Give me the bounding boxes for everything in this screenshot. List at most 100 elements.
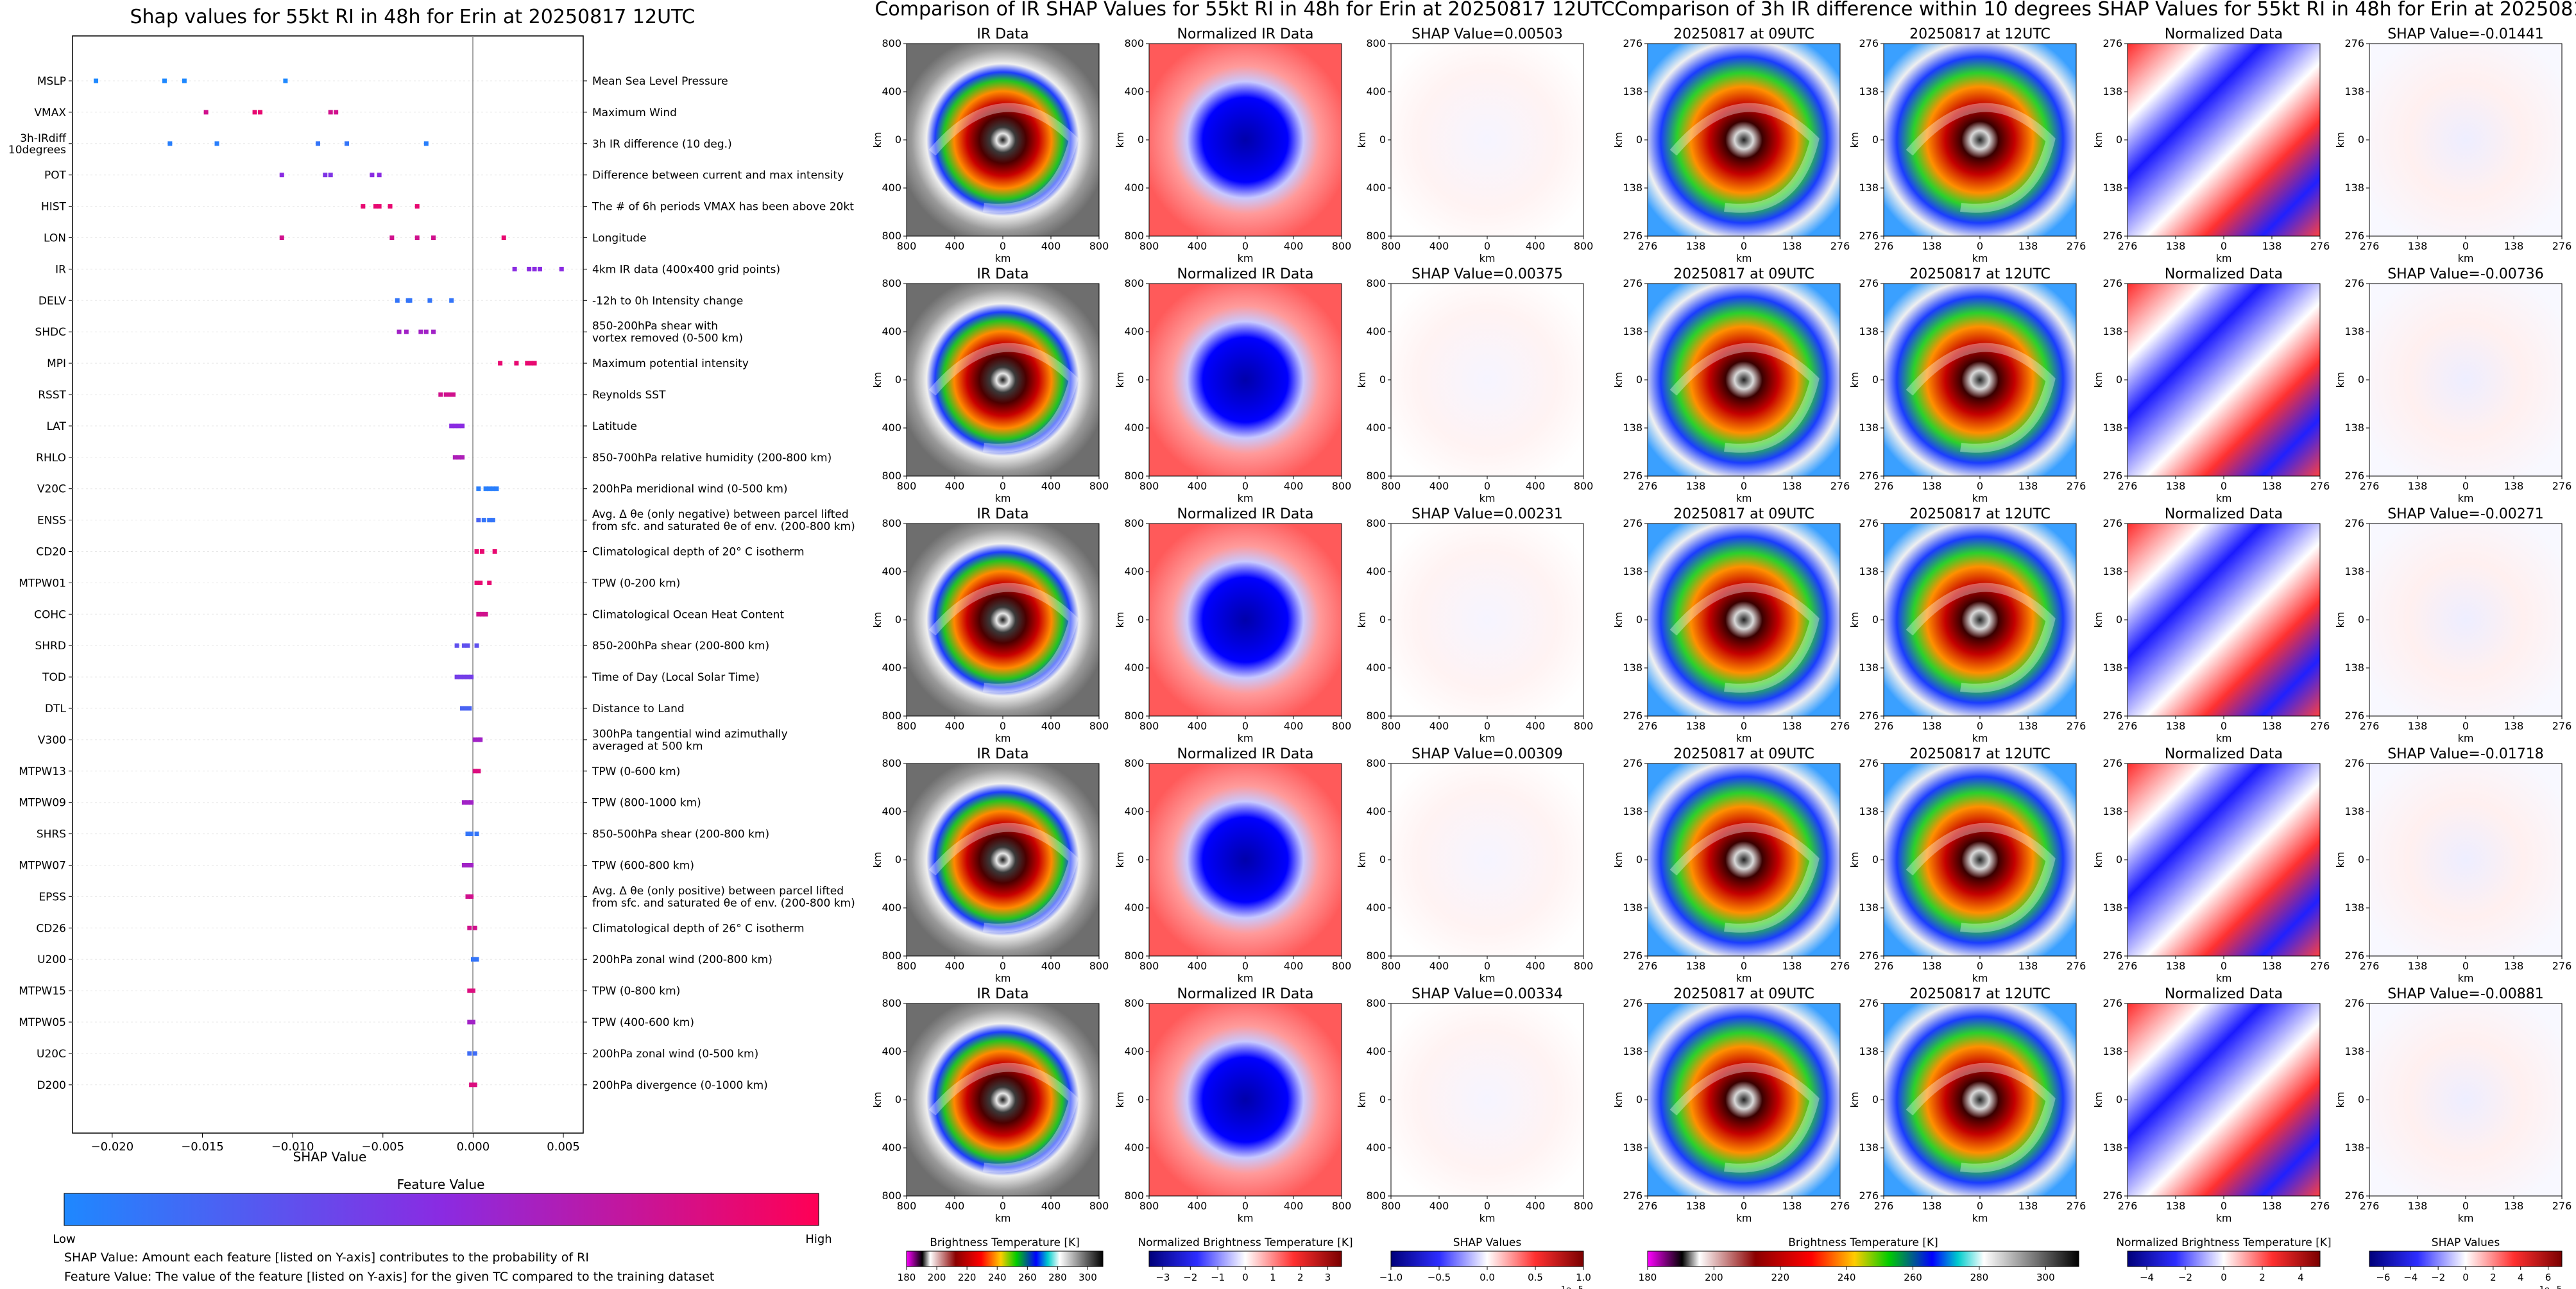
panel-y-tick-label: 0 <box>1872 613 1879 626</box>
panel-image <box>2369 764 2562 956</box>
note-feature-value: Feature Value: The value of the feature … <box>64 1270 714 1284</box>
panel-y-tick-label: 800 <box>882 277 901 289</box>
panel-x-tick-label: 138 <box>1782 720 1802 732</box>
panel-title: IR Data <box>977 266 1028 282</box>
panel-y-tick-label: 276 <box>1859 517 1879 529</box>
image-panel: 20250817 at 12UTC27627613813800138138276… <box>1848 986 2086 1224</box>
colorbar <box>2127 1251 2321 1267</box>
panel-x-tick-label: 400 <box>945 720 965 732</box>
panel-x-tick-label: 138 <box>1686 960 1706 972</box>
colorbar <box>2369 1251 2563 1267</box>
panel-y-tick-label: 0 <box>1379 133 1386 146</box>
shap-point <box>474 549 479 554</box>
panel-y-tick-label: 138 <box>2103 182 2122 194</box>
panel-x-tick-label: 0 <box>1977 960 1983 972</box>
shap-point <box>467 1020 472 1025</box>
panel-y-tick-label: 138 <box>2103 662 2122 674</box>
shap-point <box>389 235 395 240</box>
panel-title: 20250817 at 12UTC <box>1909 986 2051 1002</box>
panel-y-tick-label: 138 <box>2103 565 2122 577</box>
shap-point <box>490 518 495 523</box>
feature-code-label: VMAX <box>34 107 66 119</box>
shap-point <box>345 141 350 146</box>
feature-colorbar-title: Feature Value <box>397 1177 485 1192</box>
panel-x-tick-label: 276 <box>2067 1200 2086 1212</box>
shap-point <box>431 235 436 240</box>
panel-y-tick-label: 138 <box>2103 85 2122 98</box>
colorbar-tick-label: 280 <box>1048 1272 1067 1283</box>
shap-x-tick-label: −0.005 <box>361 1140 404 1154</box>
panel-y-tick-label: 800 <box>1124 470 1144 482</box>
shap-point <box>469 674 474 679</box>
shap-point <box>469 832 474 837</box>
colorbar-tick-label: 220 <box>958 1272 977 1283</box>
panel-y-tick-label: 400 <box>1366 1141 1386 1154</box>
feature-code-label: V20C <box>37 483 66 496</box>
panel-y-tick-label: 138 <box>2103 805 2122 817</box>
shap-x-tick-label: −0.020 <box>91 1140 134 1154</box>
shap-point <box>494 486 499 491</box>
spiral-band <box>928 103 1079 213</box>
panel-x-tick-label: 800 <box>1089 1200 1109 1212</box>
panel-y-tick-label: 276 <box>2103 230 2122 242</box>
panel-y-label: km <box>1848 852 1861 868</box>
panel-y-tick-label: 138 <box>1859 182 1879 194</box>
panel-y-tick-label: 138 <box>1623 422 1642 434</box>
feature-description-label: 850-700hPa relative humidity (200-800 km… <box>592 452 832 465</box>
shap-point <box>328 110 333 115</box>
panel-image <box>1149 1003 1342 1196</box>
panel-x-tick-label: 800 <box>1381 1200 1401 1212</box>
panel-y-tick-label: 138 <box>1623 1045 1642 1057</box>
colorbar-tick-label: −3 <box>1156 1272 1170 1283</box>
feature-description-label: 4km IR data (400x400 grid points) <box>592 263 780 276</box>
panel-x-tick-label: 276 <box>2552 720 2572 732</box>
panel-y-tick-label: 400 <box>1366 805 1386 817</box>
panel-y-tick-label: 276 <box>1859 757 1879 769</box>
feature-description-label: Longitude <box>592 232 647 245</box>
shap-point <box>487 486 492 491</box>
panel-image <box>1884 764 2076 956</box>
panel-x-tick-label: 400 <box>1526 240 1546 252</box>
panel-y-tick-label: 400 <box>882 565 901 577</box>
shap-point <box>474 832 479 837</box>
panel-x-label: km <box>1238 732 1254 744</box>
panel-x-tick-label: 276 <box>1638 960 1658 972</box>
shap-point <box>373 204 379 209</box>
panel-y-tick-label: 0 <box>2358 613 2364 626</box>
panel-y-tick-label: 0 <box>895 853 901 866</box>
panel-y-tick-label: 138 <box>2103 1045 2122 1057</box>
panel-y-tick-label: 276 <box>2344 37 2364 49</box>
panel-y-tick-label: 0 <box>1636 133 1642 146</box>
image-panel: 20250817 at 09UTC27627613813800138138276… <box>1612 986 1850 1224</box>
panel-x-label: km <box>1736 732 1752 744</box>
panel-x-label: km <box>2216 732 2232 744</box>
panel-image <box>1884 1003 2076 1196</box>
panel-y-label: km <box>1612 132 1625 148</box>
panel-y-tick-label: 800 <box>1124 997 1144 1009</box>
panel-image <box>1648 764 1840 956</box>
panel-y-tick-label: 0 <box>2116 1093 2122 1105</box>
panel-x-label: km <box>995 1212 1011 1224</box>
panel-x-tick-label: 400 <box>1429 240 1449 252</box>
shap-point <box>476 611 481 617</box>
colorbar-tick-label: −4 <box>2403 1272 2418 1283</box>
shap-point <box>456 455 461 460</box>
colorbar <box>1148 1251 1342 1267</box>
panel-x-tick-label: 138 <box>2504 720 2524 732</box>
panel-x-tick-label: 276 <box>2360 1200 2380 1212</box>
spiral-band <box>1906 343 2056 453</box>
panel-x-tick-label: 276 <box>2310 960 2330 972</box>
panel-y-tick-label: 800 <box>882 710 901 722</box>
panel-x-tick-label: 800 <box>1089 960 1109 972</box>
panel-x-tick-label: 800 <box>1332 720 1352 732</box>
panel-x-tick-label: 276 <box>2360 480 2380 492</box>
shap-point <box>94 78 99 83</box>
panel-x-label: km <box>995 732 1011 744</box>
panel-y-tick-label: 800 <box>1366 1190 1386 1202</box>
panel-image <box>1648 524 1840 716</box>
panel-x-tick-label: 138 <box>1922 720 1942 732</box>
panel-y-tick-label: 800 <box>1366 710 1386 722</box>
panel-x-tick-label: 0 <box>1484 1200 1490 1212</box>
shap-point <box>203 110 209 115</box>
